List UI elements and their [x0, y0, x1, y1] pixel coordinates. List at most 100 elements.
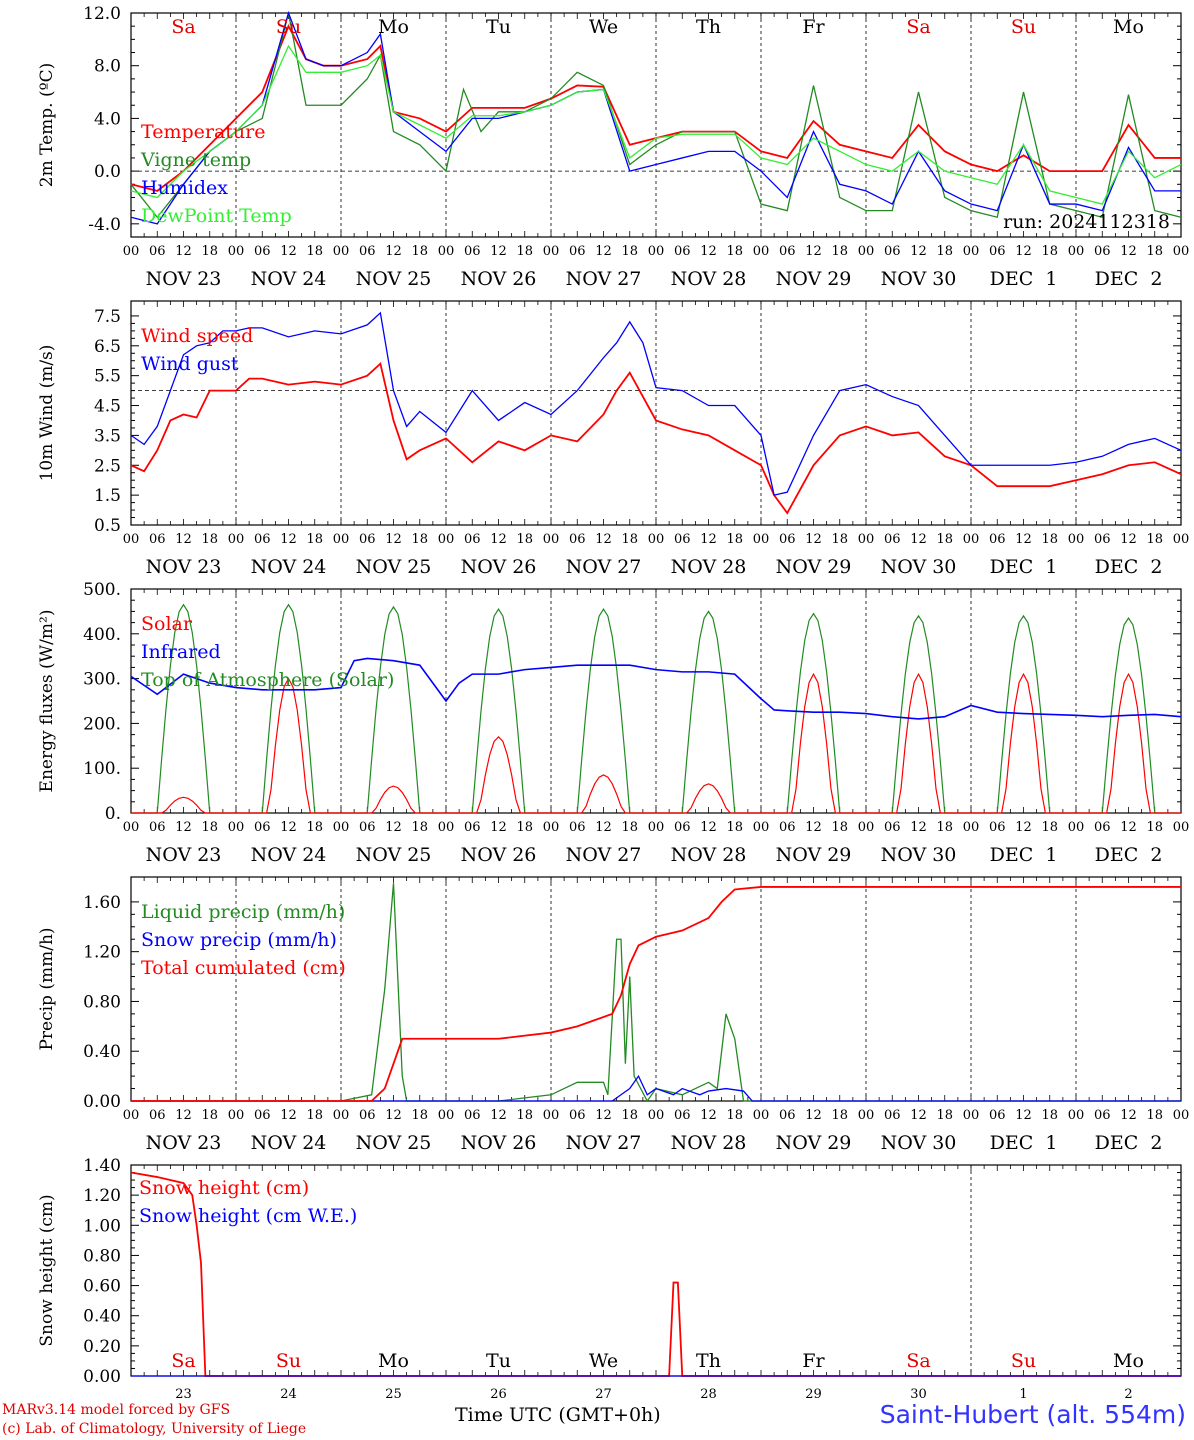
y-tick-label: 300. [83, 670, 121, 690]
hour-label: 18 [201, 532, 218, 547]
date-label: NOV 30 [881, 556, 957, 578]
hour-label: 00 [753, 820, 770, 835]
date-label: NOV 23 [146, 268, 222, 290]
hour-label: 12 [385, 1108, 402, 1123]
series-group [130, 1171, 1181, 1377]
day-name-label: We [589, 1350, 618, 1372]
hour-label: 00 [648, 244, 665, 259]
hour-label: 18 [306, 820, 323, 835]
y-tick-label: 0. [105, 804, 121, 824]
hour-label: 18 [516, 1108, 533, 1123]
day-name-label: Mo [1113, 16, 1144, 38]
date-label: NOV 30 [881, 268, 957, 290]
hour-label: 06 [149, 244, 166, 259]
hour-label: 12 [595, 820, 612, 835]
hour-label: 12 [385, 532, 402, 547]
date-label: NOV 29 [776, 1132, 852, 1154]
hour-label: 12 [595, 1108, 612, 1123]
date-label: DEC 1 [990, 268, 1058, 290]
plot-frame [130, 588, 1182, 814]
hour-label: 06 [254, 1108, 271, 1123]
hour-label: 18 [306, 244, 323, 259]
hour-label: 00 [1068, 532, 1085, 547]
hour-label: 00 [1068, 1108, 1085, 1123]
date-label: NOV 24 [251, 1132, 327, 1154]
hour-label: 12 [595, 244, 612, 259]
hour-label: 06 [779, 532, 796, 547]
date-label: NOV 26 [461, 1132, 537, 1154]
date-label: DEC 2 [1095, 268, 1163, 290]
hour-label: 18 [621, 532, 638, 547]
hour-label: 18 [831, 244, 848, 259]
date-label: NOV 30 [881, 844, 957, 866]
date-label: NOV 24 [251, 844, 327, 866]
hour-label: 18 [306, 532, 323, 547]
hour-label: 12 [280, 820, 297, 835]
infrared-line [130, 657, 1182, 720]
hour-label: 12 [1015, 532, 1032, 547]
hour-label: 06 [359, 244, 376, 259]
legend-entry: Wind speed [141, 325, 253, 347]
hour-label: 00 [123, 532, 140, 547]
total-cumulated-cm--line [131, 886, 1181, 1102]
hour-label: 18 [1146, 532, 1163, 547]
hour-label: 00 [858, 1108, 875, 1123]
station-name: Saint-Hubert (alt. 554m) [879, 1400, 1186, 1429]
hour-label: 12 [175, 244, 192, 259]
day-name-label: Tu [486, 1350, 511, 1372]
hour-label: 00 [1068, 820, 1085, 835]
date-label: DEC 1 [990, 844, 1058, 866]
hour-label: 06 [254, 532, 271, 547]
hour-label: 18 [306, 1108, 323, 1123]
hour-label: 00 [333, 532, 350, 547]
day-name-label: Sa [171, 16, 195, 38]
panel-2 [130, 300, 1182, 526]
hour-label: 00 [753, 532, 770, 547]
hour-label: 00 [333, 1108, 350, 1123]
date-label: NOV 25 [356, 844, 432, 866]
y-tick-label: 4.5 [94, 397, 121, 417]
legend-entry: Snow height (cm) [139, 1177, 309, 1199]
day-number-label: 23 [175, 1387, 192, 1402]
hour-label: 00 [648, 1108, 665, 1123]
snow-height-cm--line [130, 1171, 1181, 1377]
date-label: NOV 27 [566, 1132, 642, 1154]
y-tick-label: 1.20 [83, 1186, 121, 1206]
hour-label: 18 [1041, 244, 1058, 259]
day-name-label: Sa [906, 16, 930, 38]
y-tick-label: 200. [83, 714, 121, 734]
hour-label: 00 [858, 532, 875, 547]
day-number-label: 26 [490, 1387, 507, 1402]
day-number-label: 28 [700, 1387, 717, 1402]
hour-label: 06 [989, 532, 1006, 547]
y-tick-label: 1.40 [83, 1156, 121, 1176]
hour-label: 18 [726, 1108, 743, 1123]
hour-label: 00 [333, 820, 350, 835]
hour-label: 06 [1094, 820, 1111, 835]
day-name-label: We [589, 16, 618, 38]
hour-label: 12 [1120, 532, 1137, 547]
hour-label: 12 [1120, 1108, 1137, 1123]
hour-label: 18 [726, 532, 743, 547]
hour-label: 06 [149, 532, 166, 547]
day-number-label: 1 [1019, 1387, 1027, 1402]
series-group [130, 10, 1182, 225]
hour-label: 00 [228, 1108, 245, 1123]
humidex-line [130, 10, 1181, 225]
day-name-label: Su [276, 16, 301, 38]
hour-label: 18 [411, 244, 428, 259]
hour-label: 18 [831, 1108, 848, 1123]
wind-speed-line [130, 362, 1182, 515]
panel-5 [130, 1164, 1182, 1377]
hour-label: 18 [201, 1108, 218, 1123]
date-label: NOV 30 [881, 1132, 957, 1154]
date-label: NOV 25 [356, 268, 432, 290]
hour-label: 18 [726, 820, 743, 835]
legend-entry: Wind gust [141, 353, 239, 375]
day-name-label: Fr [802, 1350, 825, 1372]
y-tick-label: 0.80 [83, 1246, 121, 1266]
y-tick-label: -4.0 [88, 215, 121, 235]
hour-label: 00 [1173, 820, 1190, 835]
hour-label: 12 [490, 820, 507, 835]
hour-label: 06 [149, 1108, 166, 1123]
